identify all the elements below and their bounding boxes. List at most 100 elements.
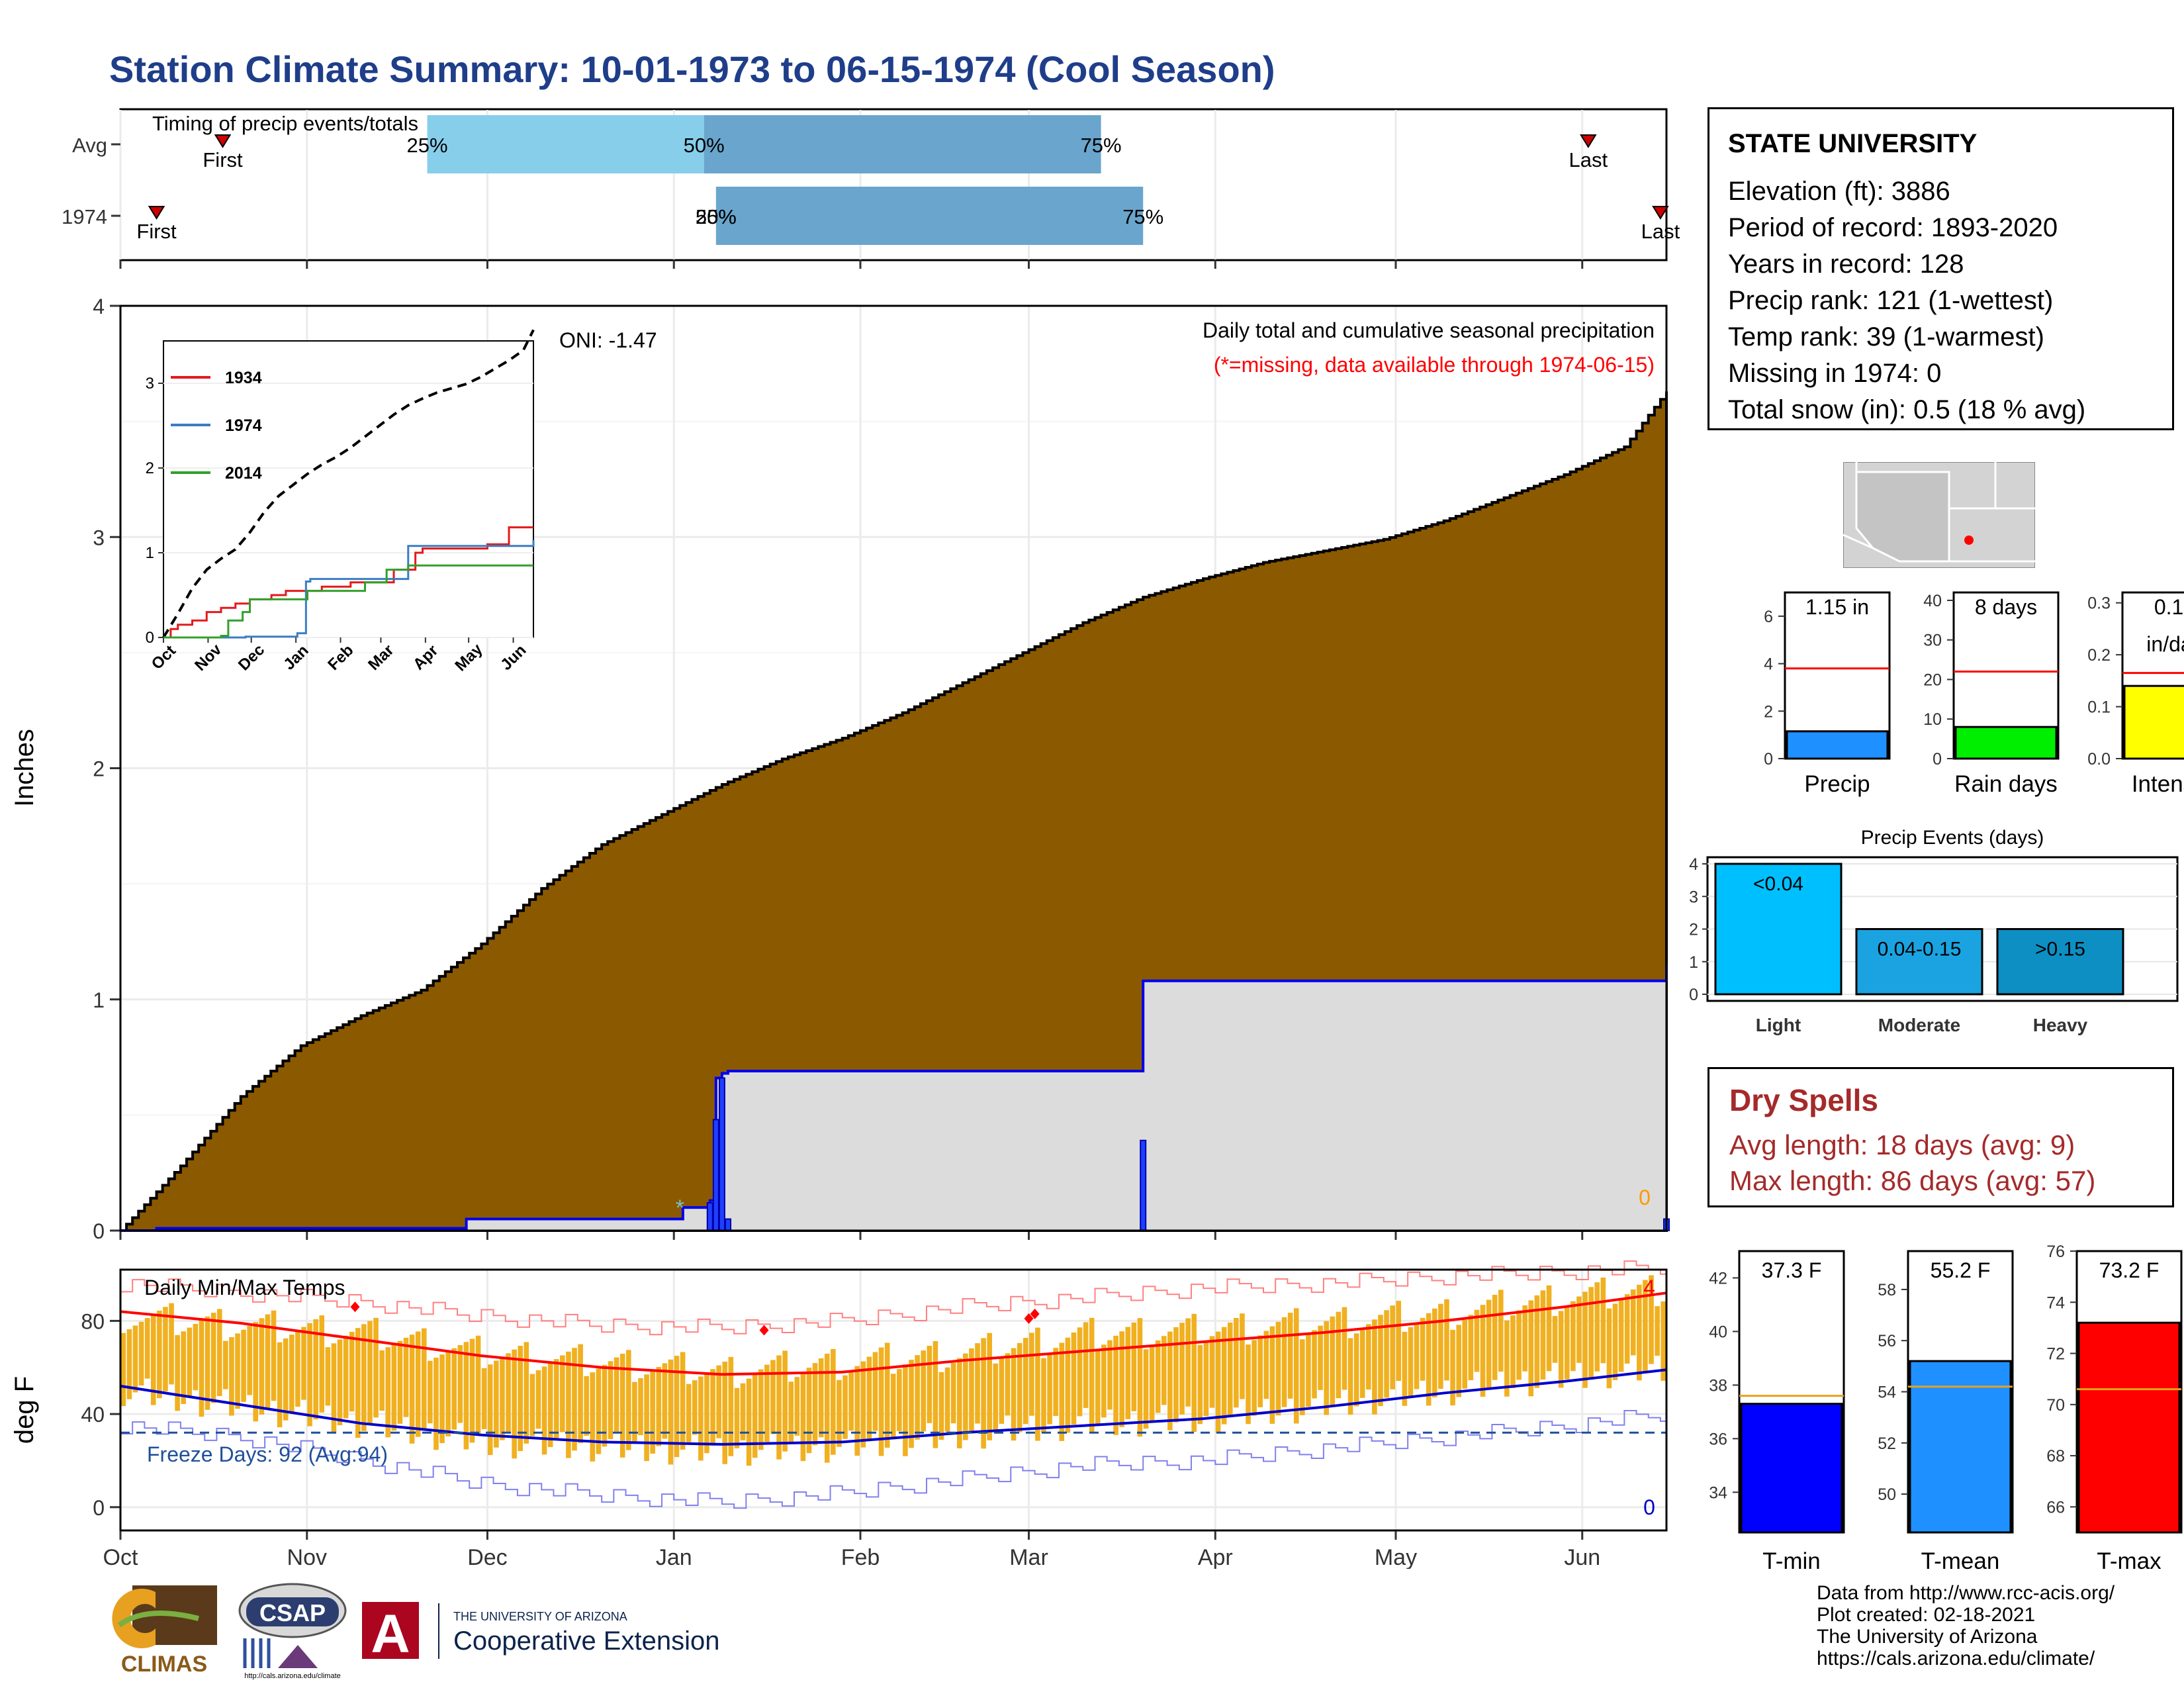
stat-value-label: 8 days	[1975, 595, 2037, 619]
daily-temp-bar	[1221, 1327, 1227, 1425]
dry-spells-avg: Avg length: 18 days (avg: 9)	[1729, 1129, 2075, 1160]
daily-temp-bar	[1324, 1321, 1329, 1415]
timing-q50-label: 50%	[696, 205, 737, 228]
daily-temp-bar	[975, 1343, 980, 1424]
temp-stat-ytick-label: 42	[1709, 1269, 1727, 1288]
events-ytick-label: 0	[1689, 986, 1698, 1004]
climas-logo-text: CLIMAS	[121, 1652, 207, 1677]
daily-temp-bar	[1420, 1317, 1426, 1381]
daily-temp-bar	[999, 1358, 1005, 1424]
years-line: Years in record: 128	[1728, 250, 1964, 279]
daily-temp-bar	[614, 1357, 619, 1432]
daily-temp-bar	[271, 1310, 277, 1401]
stat-ytick-label: 0.1	[2087, 698, 2111, 717]
daily-temp-bar	[1552, 1316, 1558, 1363]
daily-temp-bar	[1576, 1296, 1582, 1363]
daily-temp-bar	[518, 1346, 523, 1452]
cumulative-chart: Inches 0 1 2 3 4 * ONI: -1.47 Daily total an…	[10, 295, 1670, 1243]
daily-temp-bar	[1047, 1352, 1052, 1425]
temp-stat-bar-T-min	[1740, 1403, 1843, 1534]
daily-temp-bar	[235, 1333, 240, 1409]
snow-line: Total snow (in): 0.5 (18 % avg)	[1728, 395, 2086, 424]
daily-temp-bar	[963, 1353, 968, 1440]
daily-temp-bar	[481, 1368, 487, 1429]
daily-temp-bar	[349, 1331, 355, 1412]
daily-temp-bar	[157, 1310, 162, 1399]
record-high-marker	[350, 1301, 360, 1313]
daily-temp-bar	[421, 1328, 427, 1430]
daily-temp-bar	[259, 1318, 265, 1415]
timing-first-marker	[214, 134, 232, 148]
stat-ytick-label: 10	[1923, 710, 1942, 729]
daily-temp-bar	[1246, 1344, 1251, 1425]
daily-temp-bar	[1306, 1335, 1311, 1407]
daily-temp-bar	[956, 1358, 962, 1448]
daily-temp-bar	[283, 1338, 289, 1421]
daily-temp-bar	[698, 1376, 704, 1461]
temp-stat-ytick-label: 70	[2046, 1396, 2065, 1415]
inset-legend-label-1974: 1974	[225, 416, 262, 435]
timing-title: Timing of precip events/totals	[152, 112, 418, 135]
daily-temp-bar	[138, 1321, 144, 1386]
daily-temp-bar	[560, 1355, 565, 1432]
daily-temp-bar	[1558, 1311, 1564, 1388]
daily-temp-bar	[1275, 1321, 1281, 1416]
daily-temp-bar	[169, 1303, 174, 1385]
temp-stat-ytick-label: 40	[1709, 1323, 1727, 1341]
ua-logo-small-text: THE UNIVERSITY OF ARIZONA	[453, 1610, 627, 1623]
daily-temp-bar	[938, 1372, 944, 1440]
daily-temp-bar	[1522, 1305, 1527, 1372]
daily-temp-bar	[1438, 1303, 1443, 1389]
station-name: STATE UNIVERSITY	[1728, 129, 1978, 158]
end-count-label: 0	[1639, 1186, 1651, 1209]
daily-temp-bar	[331, 1343, 337, 1432]
stat-ytick-label: 30	[1923, 632, 1942, 650]
stat-panel-name: Rain days	[1954, 771, 2058, 797]
timing-q75-label: 75%	[1081, 134, 1122, 157]
month-label: Jun	[1564, 1545, 1600, 1569]
daily-temp-bar	[403, 1337, 409, 1417]
daily-temp-bar	[806, 1368, 812, 1454]
daily-temp-bar	[1396, 1301, 1402, 1382]
daily-temp-bar	[1083, 1322, 1089, 1408]
deg-f-axis-label: deg F	[10, 1376, 39, 1444]
record-min-line	[120, 1410, 1666, 1509]
daily-temp-bar	[1456, 1325, 1461, 1397]
climas-logo: CLIMAS	[112, 1585, 217, 1677]
timing-last-label: Last	[1641, 220, 1680, 243]
location-map	[1843, 462, 2035, 568]
daily-temp-bar	[897, 1369, 902, 1431]
temp-stat-ytick-label: 76	[2046, 1243, 2065, 1261]
daily-temp-bar	[187, 1327, 193, 1397]
cum-ytick-label: 0	[93, 1219, 105, 1243]
daily-temp-bar	[1402, 1331, 1408, 1406]
daily-temp-bar	[355, 1328, 361, 1438]
daily-temp-bar	[1300, 1339, 1305, 1415]
daily-temp-bar	[1372, 1319, 1377, 1415]
daily-temp-bar	[1342, 1307, 1347, 1390]
stat-value-label: 0.14	[2154, 595, 2184, 619]
ua-logo-letter: A	[371, 1604, 410, 1664]
daily-temp-bar	[1101, 1344, 1107, 1418]
daily-temp-bar	[553, 1359, 559, 1440]
daily-temp-bar	[1071, 1332, 1077, 1425]
daily-temp-bar	[608, 1361, 614, 1440]
daily-temp-bar	[1137, 1318, 1143, 1437]
daily-precip-bar	[1140, 1139, 1147, 1231]
daily-temp-bar	[950, 1362, 956, 1424]
inset-ytick-label: 0	[146, 629, 154, 647]
daily-temp-bar	[848, 1370, 854, 1431]
daily-temp-bar	[662, 1363, 668, 1439]
daily-temp-bar	[1053, 1348, 1058, 1417]
stat-value-unit: in/day	[2146, 632, 2184, 656]
temp-stat-bar-T-mean	[1909, 1360, 2012, 1534]
daily-temp-bar	[758, 1369, 764, 1450]
missing-line: Missing in 1974: 0	[1728, 359, 1942, 388]
daily-temp-bar	[439, 1354, 445, 1444]
daily-temp-bar	[1649, 1275, 1654, 1364]
daily-temp-bar	[541, 1366, 547, 1455]
credit-plot-date: Plot created: 02-18-2021	[1817, 1604, 2036, 1626]
cum-ytick-label: 1	[93, 988, 105, 1012]
daily-temp-bar	[1474, 1309, 1480, 1372]
